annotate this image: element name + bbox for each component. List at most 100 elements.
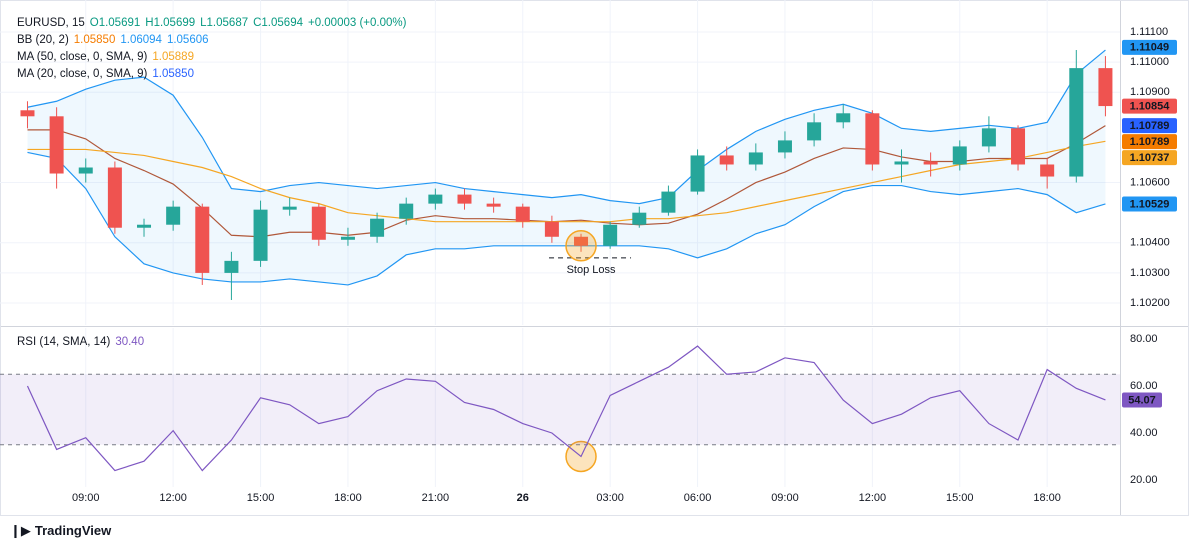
- price-badge: [1122, 150, 1177, 166]
- ohlc-value: L1.05687: [200, 17, 249, 29]
- y-tick-label: 1.10200: [1130, 297, 1170, 309]
- candle-body: [1069, 68, 1084, 177]
- x-tick-label: 09:00: [72, 492, 100, 504]
- candle-body: [224, 260, 239, 273]
- candle-body: [166, 206, 181, 225]
- legend-value: 1.05606: [166, 34, 209, 46]
- rsi-tick-label: 20.00: [1130, 474, 1158, 486]
- legend-value: 1.06094: [120, 34, 162, 46]
- y-tick-label: 1.10300: [1130, 267, 1170, 279]
- legend-label: BB (20, 2): [17, 34, 69, 46]
- legend-row: MA (20, close, 0, SMA, 9) 1.05850: [17, 66, 411, 83]
- x-tick-label: 18:00: [334, 492, 362, 504]
- brand-name: TradingView: [34, 523, 112, 538]
- legend-value: 1.05850: [73, 34, 116, 46]
- legend-row: BB (20, 2) 1.05850 1.06094 1.05606: [17, 32, 411, 49]
- x-tick-label: 09:00: [771, 492, 799, 504]
- y-tick-label: 1.10600: [1130, 176, 1170, 188]
- candle-body: [311, 206, 326, 240]
- candle-body: [515, 206, 530, 222]
- candle-body: [370, 218, 385, 237]
- annotation-text: Stop Loss: [567, 264, 616, 276]
- candle-body: [49, 116, 64, 174]
- candle-body: [690, 155, 705, 192]
- y-tick-label: 1.11100: [1130, 26, 1168, 38]
- rsi-tick-label: 80.00: [1130, 333, 1158, 345]
- legend-value: 1.05850: [152, 68, 194, 80]
- rsi-line: [26, 345, 1106, 472]
- y-tick-label: 1.10400: [1130, 237, 1170, 249]
- candle-body: [719, 155, 734, 165]
- ohlc-value: +0.00003 (+0.00%): [307, 17, 407, 29]
- y-tick-label: 1.10900: [1130, 86, 1170, 98]
- legend: EURUSD, 15 O1.05691 H1.05699 L1.05687 C1.056…: [17, 15, 411, 83]
- candle-body: [428, 194, 443, 204]
- price-badge-text: 1.11049: [1130, 42, 1169, 54]
- candle-body: [107, 167, 122, 228]
- x-tick-label: 12:00: [859, 492, 887, 504]
- candle-body: [952, 146, 967, 165]
- candle-body: [253, 209, 268, 261]
- candle-body: [923, 161, 938, 165]
- candle-body: [894, 161, 909, 165]
- candle-body: [661, 191, 676, 213]
- x-tick-label: 21:00: [422, 492, 450, 504]
- candle-body: [137, 224, 152, 228]
- legend-label: MA (50, close, 0, SMA, 9): [17, 51, 148, 63]
- indicator-line: [27, 140, 1106, 223]
- legend-label: MA (20, close, 0, SMA, 9): [17, 68, 148, 80]
- price-badge-text: 1.10737: [1130, 152, 1170, 164]
- candle-body: [1011, 128, 1026, 165]
- legend-value: 1.05889: [152, 51, 194, 63]
- ohlc-value: H1.05699: [145, 17, 196, 29]
- price-badge: [1122, 39, 1177, 55]
- price-badge-text: 1.10529: [1130, 198, 1170, 210]
- rsi-tick-label: 60.00: [1130, 380, 1158, 392]
- candle-body: [457, 194, 472, 204]
- rsi-label: RSI (14, SMA, 14): [17, 336, 111, 348]
- ohlc-value: C1.05694: [253, 17, 303, 29]
- rsi-tick-label: 40.00: [1130, 427, 1158, 439]
- candle-body: [981, 128, 996, 147]
- x-tick-label: 18:00: [1033, 492, 1061, 504]
- rsi-legend: RSI (14, SMA, 14) 30.40: [17, 336, 149, 348]
- rsi-band-fill: [0, 374, 1120, 445]
- rsi-badge: [1122, 392, 1162, 408]
- x-tick-label: 15:00: [247, 492, 275, 504]
- x-tick-label: 06:00: [684, 492, 712, 504]
- candle-body: [807, 122, 822, 141]
- candle-body: [399, 203, 414, 219]
- rsi-badge-text: 54.07: [1128, 394, 1156, 406]
- candle-body: [748, 152, 763, 165]
- x-tick-label: 26: [517, 492, 529, 504]
- x-tick-label: 15:00: [946, 492, 974, 504]
- highlight-circle: [565, 230, 597, 262]
- candle-body: [1040, 164, 1055, 177]
- bollinger-fill: [27, 50, 1106, 285]
- candle-body: [195, 206, 210, 273]
- symbol: EURUSD, 15: [17, 17, 85, 29]
- candle-body: [340, 236, 355, 240]
- price-badge: [1122, 98, 1177, 114]
- ohlc-value: O1.05691: [89, 17, 141, 29]
- indicator-line: [27, 49, 1106, 205]
- y-tick-label: 1.11000: [1130, 56, 1169, 68]
- price-badge: [1122, 134, 1177, 150]
- candle-body: [777, 140, 792, 153]
- candle-body: [486, 203, 501, 207]
- rsi-value: 30.40: [115, 336, 145, 348]
- x-tick-label: 12:00: [159, 492, 187, 504]
- brand: ❙▶ TradingView: [10, 523, 112, 538]
- candle-body: [865, 113, 880, 165]
- candle-body: [20, 110, 35, 117]
- x-tick-label: 03:00: [596, 492, 624, 504]
- price-badge-text: 1.10789: [1130, 120, 1170, 132]
- candle-body: [544, 221, 559, 237]
- legend-row: MA (50, close, 0, SMA, 9) 1.05889: [17, 49, 411, 66]
- candle-body: [78, 167, 93, 174]
- candle-body: [574, 236, 589, 246]
- candle-body: [282, 206, 297, 210]
- candle-body: [1098, 68, 1113, 107]
